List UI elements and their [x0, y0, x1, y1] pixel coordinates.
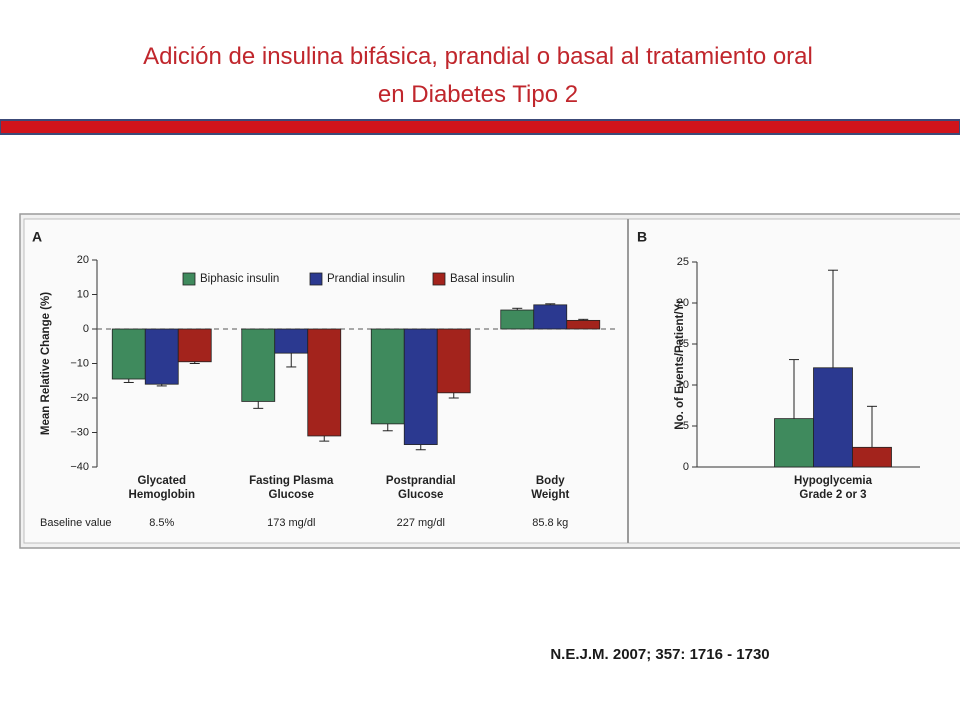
bar: [566, 319, 601, 330]
y-tick-label: −20: [70, 392, 89, 404]
y-tick-label: 15: [677, 338, 689, 350]
y-tick-label: 0: [683, 461, 689, 473]
y-axis-label: Mean Relative Change (%): [40, 292, 52, 435]
y-tick-label: 5: [683, 420, 689, 432]
bar: [241, 328, 276, 402]
bar: [500, 309, 535, 330]
bar: [144, 328, 179, 385]
y-tick-label: −30: [70, 426, 89, 438]
legend-swatch: [182, 272, 196, 286]
y-tick-label: −10: [70, 357, 89, 369]
y-tick-label: 0: [83, 323, 89, 335]
bar: [436, 328, 471, 394]
bar: [307, 328, 342, 437]
bar: [274, 328, 309, 354]
figure-inner: [23, 218, 960, 544]
y-axis-label: No. of Events/Patient/Yr: [674, 299, 686, 430]
panel-label: A: [32, 229, 42, 245]
y-tick-label: 10: [677, 379, 689, 391]
x-tick-label: Postprandial Glucose: [385, 475, 456, 501]
bar: [177, 328, 212, 363]
bar: [403, 328, 438, 445]
baseline-value: 227 mg/dl: [397, 517, 445, 529]
baseline-label: Baseline value: [40, 517, 112, 529]
legend-swatch: [309, 272, 323, 286]
bar: [774, 418, 814, 468]
title-rule: [0, 119, 960, 135]
panel-label: B: [637, 229, 647, 245]
baseline-value: 85.8 kg: [532, 517, 568, 529]
legend-swatch: [432, 272, 446, 286]
bar: [370, 328, 405, 425]
bar: [852, 446, 892, 468]
y-tick-label: −40: [70, 461, 89, 473]
baseline-value: 8.5%: [149, 517, 174, 529]
x-tick-label: Fasting Plasma Glucose: [249, 475, 334, 501]
legend-label: Basal insulin: [450, 273, 515, 285]
bar: [111, 328, 146, 380]
y-tick-label: 20: [77, 254, 89, 266]
x-tick-label: Hypoglycemia Grade 2 or 3: [794, 475, 872, 501]
y-tick-label: 10: [77, 288, 89, 300]
baseline-value: 173 mg/dl: [267, 517, 315, 529]
bar: [533, 304, 568, 330]
citation: N.E.J.M. 2007; 357: 1716 - 1730: [550, 646, 769, 663]
y-tick-label: 20: [677, 297, 689, 309]
x-tick-label: Body Weight: [531, 475, 570, 501]
slide-title: Adición de insulina bifásica, prandial o…: [143, 43, 813, 108]
y-tick-label: 25: [677, 256, 689, 268]
x-tick-label: Glycated Hemoglobin: [128, 475, 195, 501]
legend-label: Prandial insulin: [327, 273, 405, 285]
legend-label: Biphasic insulin: [200, 273, 279, 285]
bar: [813, 367, 853, 468]
